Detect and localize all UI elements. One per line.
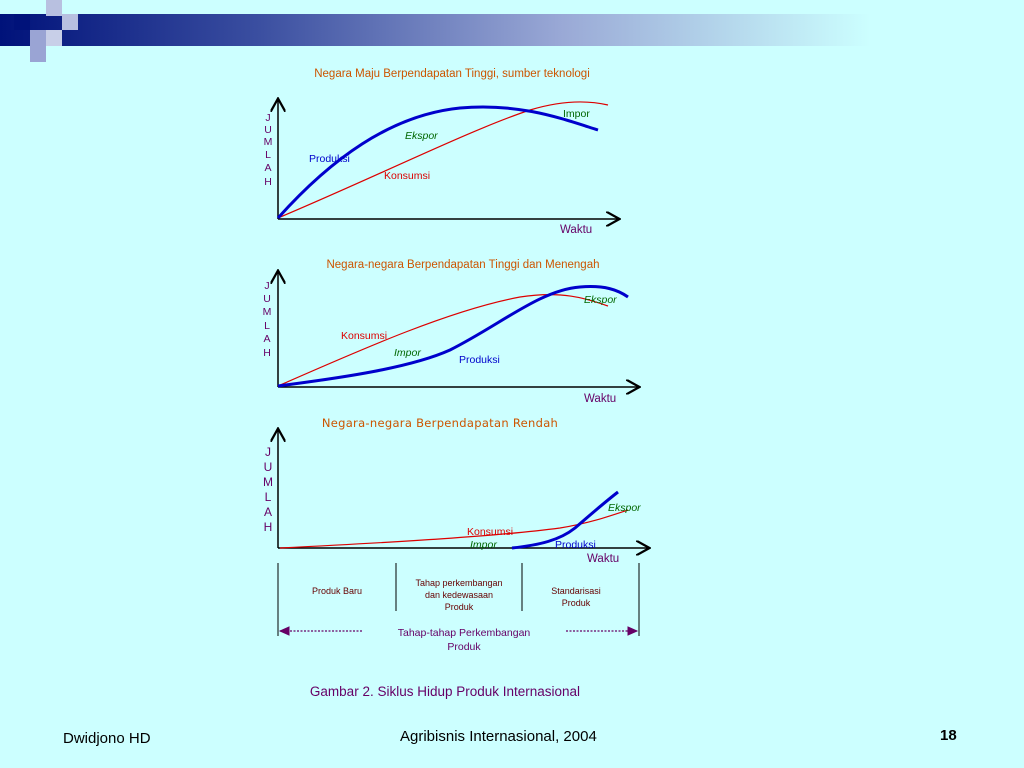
stage-dividers [277,563,640,636]
y-axis-letter: A [263,333,270,345]
label-impor: Impor [470,539,497,551]
label-produksi: Produksi [459,354,500,366]
x-axis-label: Waktu [587,553,619,565]
y-axis-letter: A [264,162,271,174]
panel-1-title: Negara Maju Berpendapatan Tinggi, sumber… [314,68,590,80]
y-axis-letter: L [265,490,272,504]
y-axis-letter: H [264,520,273,534]
decor-square [46,30,62,46]
konsumsi-curve [277,101,609,219]
footer-center: Agribisnis Internasional, 2004 [400,728,597,745]
y-axis-letter: A [264,505,272,519]
y-axis-letter: M [263,475,273,489]
konsumsi-curve [279,509,629,549]
y-axis-letter: U [264,124,272,136]
title-bar-gradient [0,14,1024,46]
panel-2: Negara-negara Berpendapatan Tinggi dan M… [263,259,638,405]
label-impor: Impor [563,108,590,120]
y-axis-letter: H [263,347,271,359]
stage-perkembangan-line: Produk [445,602,474,612]
footer-author: Dwidjono HD [63,730,151,747]
label-produksi: Produksi [555,539,596,551]
produksi-curve [277,285,629,388]
y-axis-letter: M [264,136,273,148]
y-axis-letter: H [264,176,272,188]
panel-3-title: Negara-negara Berpendapatan Rendah [322,416,558,430]
decor-square [62,14,78,30]
y-axis-letter: L [265,149,271,161]
label-konsumsi: Konsumsi [384,170,430,182]
label-ekspor: Ekspor [405,130,438,142]
x-axis-label: Waktu [584,393,616,405]
y-axis-letter: U [264,460,273,474]
y-axis-letter: L [264,320,270,332]
konsumsi-curve [277,294,609,387]
decor-square [30,46,46,62]
y-axis-letter: J [265,445,271,459]
figure-caption: Gambar 2. Siklus Hidup Produk Internasio… [310,684,580,699]
label-konsumsi: Konsumsi [467,526,513,538]
produksi-curve [511,490,619,550]
decor-square [30,30,46,46]
produksi-curve [276,105,599,220]
label-impor: Impor [394,347,421,359]
label-konsumsi: Konsumsi [341,330,387,342]
y-axis-letter: U [263,293,271,305]
panel-2-title: Negara-negara Berpendapatan Tinggi dan M… [326,259,599,271]
stage-standarisasi-line: Produk [562,598,591,608]
stage-produk-baru: Produk Baru [312,586,362,596]
stages-caption-line: Tahap-tahap Perkembangan [398,627,531,639]
label-ekspor: Ekspor [608,502,641,514]
y-axis-letter: J [264,280,269,292]
stage-perkembangan-line: dan kedewasaan [425,590,493,600]
stage-perkembangan-line: Tahap perkembangan [415,578,502,588]
panel-1: Negara Maju Berpendapatan Tinggi, sumber… [264,68,618,236]
y-axis-letter: M [263,306,272,318]
x-axis-label: Waktu [560,224,592,236]
decor-square [14,14,30,30]
stages-caption-line: Produk [447,641,481,653]
stage-standarisasi-line: Standarisasi [551,586,601,596]
y-axis-letter: J [265,112,270,124]
decor-square [46,0,62,16]
page-number: 18 [940,727,957,744]
label-ekspor: Ekspor [584,294,617,306]
label-produksi: Produksi [309,153,350,165]
panel-3: Negara-negara Berpendapatan Rendah J U M… [263,416,648,565]
